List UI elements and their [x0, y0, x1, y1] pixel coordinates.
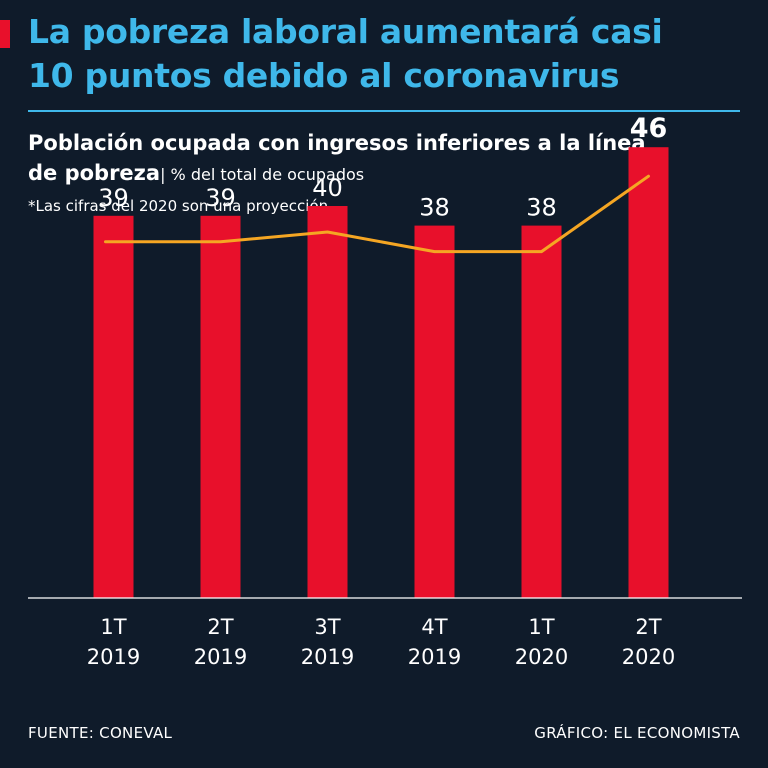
- accent-bar: [0, 20, 10, 48]
- bar-6: [628, 147, 669, 598]
- value-label-1: 39: [98, 184, 129, 212]
- bar-3: [307, 206, 348, 598]
- bar-5: [521, 225, 562, 598]
- x-tick-label-6-year: 2020: [622, 645, 675, 669]
- subtitle-unit: | % del total de ocupados: [160, 165, 365, 184]
- x-tick-label-6-quarter: 2T: [635, 615, 661, 639]
- subtitle-line-1: Población ocupada con ingresos inferiore…: [28, 131, 646, 155]
- bar-1: [93, 215, 134, 599]
- value-label-2: 39: [205, 184, 236, 212]
- x-tick-label-2-quarter: 2T: [207, 615, 233, 639]
- x-tick-label-4-year: 2019: [408, 645, 461, 669]
- bar-4: [414, 225, 455, 598]
- value-label-6: 46: [630, 113, 668, 144]
- headline: La pobreza laboral aumentará casi 10 pun…: [28, 10, 758, 98]
- headline-line-1: La pobreza laboral aumentará casi: [28, 12, 663, 51]
- title-rule: [28, 110, 740, 112]
- projection-note: *Las cifras del 2020 son una proyección: [28, 197, 329, 215]
- value-label-3: 40: [312, 174, 343, 202]
- bar-2: [200, 215, 241, 599]
- x-tick-label-3-year: 2019: [301, 645, 354, 669]
- value-label-4: 38: [419, 194, 450, 222]
- subtitle-line-2: de pobreza: [28, 161, 161, 185]
- x-tick-label-4-quarter: 4T: [421, 615, 447, 639]
- value-label-5: 38: [526, 194, 557, 222]
- x-tick-label-2-year: 2019: [194, 645, 247, 669]
- source-credit: FUENTE: CONEVAL: [28, 724, 173, 742]
- subtitle: Población ocupada con ingresos inferiore…: [28, 128, 748, 190]
- x-tick-label-1-quarter: 1T: [100, 615, 126, 639]
- graphic-credit: GRÁFICO: EL ECONOMISTA: [534, 724, 740, 742]
- headline-line-2: 10 puntos debido al coronavirus: [28, 56, 620, 95]
- x-tick-label-5-quarter: 1T: [528, 615, 554, 639]
- x-tick-label-5-year: 2020: [515, 645, 568, 669]
- x-tick-label-1-year: 2019: [87, 645, 140, 669]
- x-tick-label-3-quarter: 3T: [314, 615, 340, 639]
- trend-line: [104, 174, 650, 254]
